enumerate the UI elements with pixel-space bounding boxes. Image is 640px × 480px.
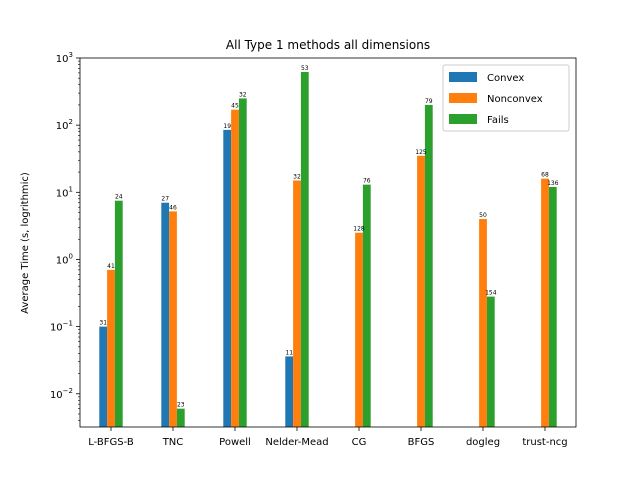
bar-fails-l-bfgs-b (114, 200, 123, 427)
bar-nonconvex-dogleg (479, 219, 487, 427)
bar-nonconvex-cg (355, 232, 363, 427)
bar-count-label: 136 (547, 180, 559, 187)
bar-count-label: 125 (415, 149, 427, 156)
bars-layer (99, 71, 557, 428)
bar-fails-bfgs (424, 104, 433, 428)
y-axis-label: Average Time (s, logrithmic) (20, 172, 31, 314)
x-tick-label: TNC (162, 437, 184, 448)
x-tick-label: trust-ncg (522, 437, 567, 448)
bar-count-label: 45 (231, 103, 239, 110)
bar-count-label: 79 (425, 98, 433, 105)
bar-count-label: 68 (541, 172, 549, 179)
axes-layer: L-BFGS-B TNC Powell Nelder-Mead CG BFGS dogleg… (50, 51, 577, 448)
legend-label-convex: Convex (487, 73, 524, 84)
bar-count-label: 128 (353, 226, 365, 233)
y-tick-label: 101 (56, 185, 73, 199)
bar-nonconvex-nelder-mead (293, 180, 301, 427)
bar-count-label: 27 (161, 196, 169, 203)
bar-count-label: 19 (223, 123, 231, 130)
y-tick-label: 10−1 (50, 320, 73, 334)
legend: Convex Nonconvex Fails (442, 64, 570, 132)
legend-swatch-convex (449, 72, 477, 82)
bar-count-label: 24 (115, 194, 123, 201)
x-tick-label: dogleg (466, 437, 500, 448)
bar-count-label: 50 (479, 212, 487, 219)
bar-convex-nelder-mead (285, 356, 294, 427)
bar-count-label: 23 (177, 402, 185, 409)
bar-count-label: 32 (239, 91, 247, 98)
bar-count-label: 46 (169, 204, 177, 211)
x-tick-label: CG (352, 437, 367, 448)
legend-swatch-fails (449, 114, 477, 124)
legend-swatch-nonconvex (449, 93, 477, 103)
bar-nonconvex-trust-ncg (541, 178, 549, 427)
bar-fails-powell (238, 98, 247, 428)
bar-fails-tnc (176, 408, 185, 427)
legend-label-nonconvex: Nonconvex (487, 94, 543, 105)
bar-convex-powell (223, 129, 232, 428)
x-tick-label: BFGS (408, 437, 435, 448)
bar-fails-cg (362, 184, 371, 427)
legend-label-fails: Fails (487, 115, 509, 126)
bar-count-label: 41 (107, 263, 115, 270)
bar-nonconvex-powell (231, 109, 239, 427)
bar-convex-l-bfgs-b (99, 326, 108, 427)
bar-nonconvex-bfgs (417, 155, 425, 427)
bar-count-label: 76 (363, 178, 371, 185)
bar-convex-tnc (161, 202, 170, 427)
x-tick-label: L-BFGS-B (88, 437, 134, 448)
bar-fails-nelder-mead (300, 71, 309, 427)
bar-nonconvex-l-bfgs-b (107, 269, 115, 427)
bar-fails-trust-ncg (548, 186, 557, 427)
bar-count-label: 31 (99, 320, 107, 327)
y-tick-label: 103 (56, 51, 73, 65)
bar-count-label: 11 (285, 349, 293, 356)
y-tick-label: 102 (56, 118, 73, 132)
chart-title: All Type 1 methods all dimensions (226, 38, 430, 52)
bar-fails-dogleg (486, 296, 495, 427)
plot-frame (79, 57, 577, 428)
bar-nonconvex-tnc (169, 211, 177, 427)
bar-count-label: 154 (485, 290, 497, 297)
y-tick-label: 10−2 (50, 387, 73, 401)
y-tick-label: 100 (56, 252, 73, 266)
x-tick-label: Nelder-Mead (265, 437, 328, 448)
bar-count-label: 32 (293, 173, 301, 180)
bar-count-label: 53 (301, 65, 309, 72)
x-tick-label: Powell (219, 437, 251, 448)
